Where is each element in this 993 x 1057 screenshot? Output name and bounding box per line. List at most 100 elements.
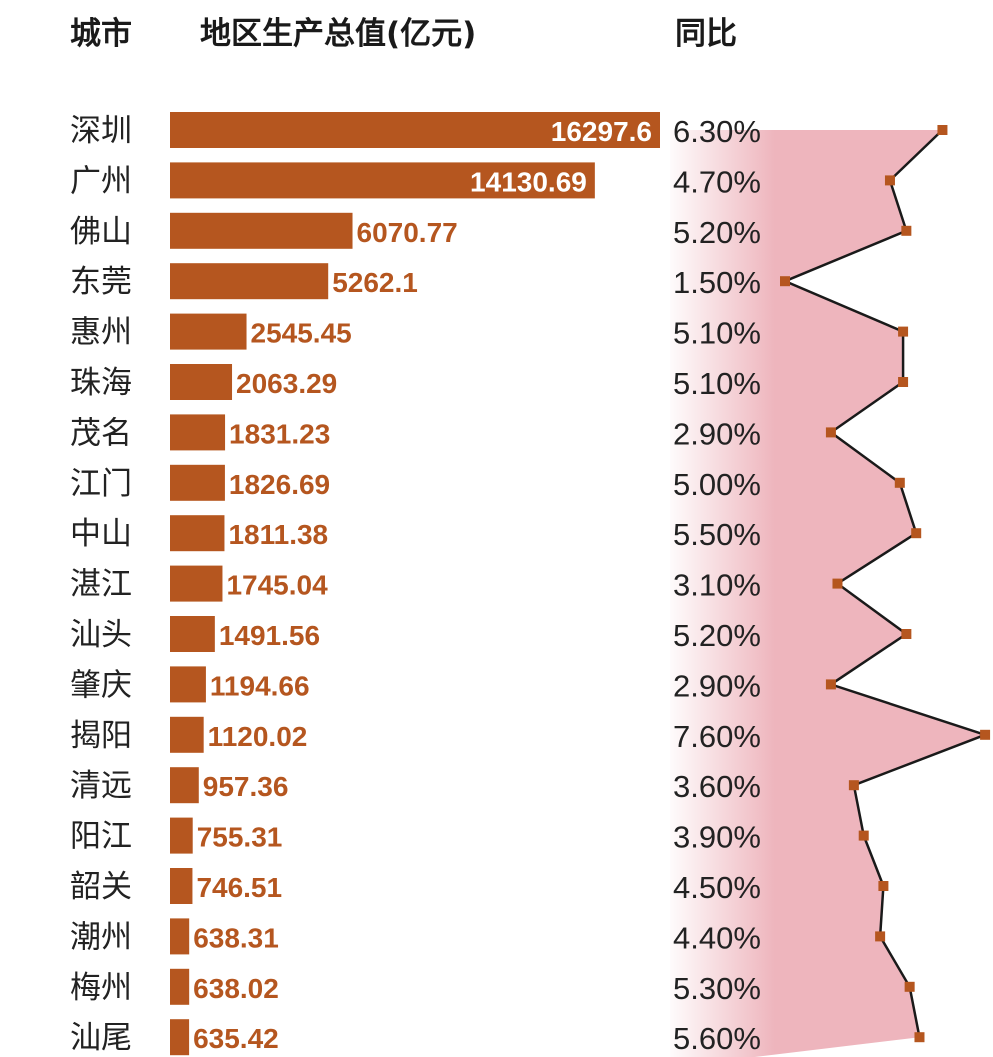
yoy-marker <box>937 125 948 135</box>
area-fade <box>665 125 775 1057</box>
yoy-label: 4.50% <box>673 870 761 905</box>
city-label: 揭阳 <box>70 718 132 754</box>
city-label: 深圳 <box>70 113 132 149</box>
yoy-label: 5.50% <box>673 517 761 552</box>
yoy-marker <box>848 780 859 791</box>
gdp-value-label: 1120.02 <box>208 721 308 752</box>
gdp-value-label: 1831.23 <box>229 418 330 449</box>
gdp-value-label: 638.02 <box>193 973 279 1004</box>
gdp-value-label: 1491.56 <box>219 620 320 651</box>
yoy-label: 4.40% <box>673 920 761 955</box>
yoy-marker <box>894 477 905 488</box>
city-label: 中山 <box>70 516 132 552</box>
gdp-bar <box>170 968 190 1005</box>
yoy-marker <box>901 629 912 639</box>
gdp-value-label: 755.31 <box>197 822 283 853</box>
header-yoy: 同比 <box>675 16 737 52</box>
yoy-marker <box>875 931 886 942</box>
gdp-value-label: 1826.69 <box>229 469 330 500</box>
gdp-value-label: 2063.29 <box>236 368 337 399</box>
city-label: 汕尾 <box>70 1020 132 1056</box>
gdp-bar <box>170 767 199 804</box>
yoy-marker <box>911 528 922 539</box>
gdp-value-label: 16297.6 <box>551 116 652 147</box>
gdp-bar <box>170 817 193 854</box>
yoy-label: 5.20% <box>673 618 761 653</box>
gdp-value-label: 2545.45 <box>251 318 352 349</box>
yoy-marker <box>858 830 869 841</box>
city-label: 梅州 <box>70 970 132 1006</box>
yoy-marker <box>901 225 912 236</box>
yoy-marker <box>914 1032 925 1043</box>
city-label: 佛山 <box>70 214 132 250</box>
city-label: 广州 <box>70 163 132 199</box>
city-label: 江门 <box>70 466 132 502</box>
city-label: 潮州 <box>70 919 132 955</box>
yoy-marker <box>980 729 991 740</box>
yoy-marker <box>780 276 790 287</box>
city-label: 惠州 <box>70 315 132 351</box>
yoy-marker <box>832 578 843 589</box>
city-label: 阳江 <box>70 819 132 855</box>
gdp-bar <box>170 666 206 703</box>
city-label: 茂名 <box>70 415 132 451</box>
yoy-label: 5.10% <box>673 316 761 351</box>
city-label: 珠海 <box>70 365 132 401</box>
city-label: 湛江 <box>70 567 132 603</box>
yoy-label: 6.30% <box>673 114 761 149</box>
city-label: 韶关 <box>70 869 132 905</box>
yoy-marker <box>825 427 836 438</box>
city-label: 肇庆 <box>70 667 132 703</box>
gdp-bar <box>170 515 225 552</box>
yoy-marker <box>884 175 895 186</box>
gdp-bar <box>170 212 353 249</box>
gdp-value-label: 5262.1 <box>332 267 418 298</box>
gdp-bar <box>170 414 226 451</box>
yoy-marker <box>878 881 889 891</box>
yoy-label: 1.50% <box>673 265 761 300</box>
city-label: 清远 <box>70 768 132 804</box>
gdp-bar <box>170 263 329 300</box>
gdp-bar <box>170 1019 190 1056</box>
yoy-label: 3.10% <box>673 568 761 603</box>
yoy-label: 3.60% <box>673 769 761 804</box>
yoy-label: 5.20% <box>673 215 761 250</box>
yoy-label: 2.90% <box>673 668 761 703</box>
gdp-value-label: 638.31 <box>193 922 279 953</box>
yoy-label: 3.90% <box>673 820 761 855</box>
yoy-marker <box>898 377 909 387</box>
yoy-label: 5.10% <box>673 366 761 401</box>
header-city: 城市 <box>70 16 132 52</box>
gdp-bar <box>170 716 204 753</box>
gdp-bar <box>170 364 233 400</box>
gdp-bar <box>170 918 190 955</box>
gdp-bar <box>170 616 215 652</box>
gdp-value-label: 1745.04 <box>226 570 328 601</box>
yoy-marker <box>825 679 836 690</box>
yoy-marker <box>898 326 909 337</box>
city-label: 东莞 <box>70 264 132 300</box>
gdp-value-label: 1194.66 <box>210 670 310 701</box>
gdp-value-label: 1811.38 <box>228 519 328 550</box>
gdp-value-label: 746.51 <box>196 872 282 903</box>
gdp-bar <box>170 313 247 350</box>
city-label: 汕头 <box>70 617 132 653</box>
gdp-bar <box>170 565 223 602</box>
yoy-label: 5.60% <box>673 1021 761 1056</box>
yoy-marker <box>904 981 915 992</box>
gdp-bar <box>170 112 660 148</box>
header-gdp: 地区生产总值(亿元) <box>200 16 477 52</box>
yoy-label: 7.60% <box>673 719 761 754</box>
gdp-value-label: 14130.69 <box>470 166 587 197</box>
gdp-value-label: 957.36 <box>203 771 289 802</box>
yoy-label: 2.90% <box>673 416 761 451</box>
gdp-bar <box>170 162 595 199</box>
gdp-bar <box>170 464 225 501</box>
yoy-label: 5.30% <box>673 971 761 1006</box>
gdp-bar <box>170 868 193 904</box>
yoy-label: 4.70% <box>673 164 761 199</box>
yoy-label: 5.00% <box>673 467 761 502</box>
gdp-value-label: 6070.77 <box>357 217 458 248</box>
gdp-value-label: 635.42 <box>193 1023 279 1054</box>
